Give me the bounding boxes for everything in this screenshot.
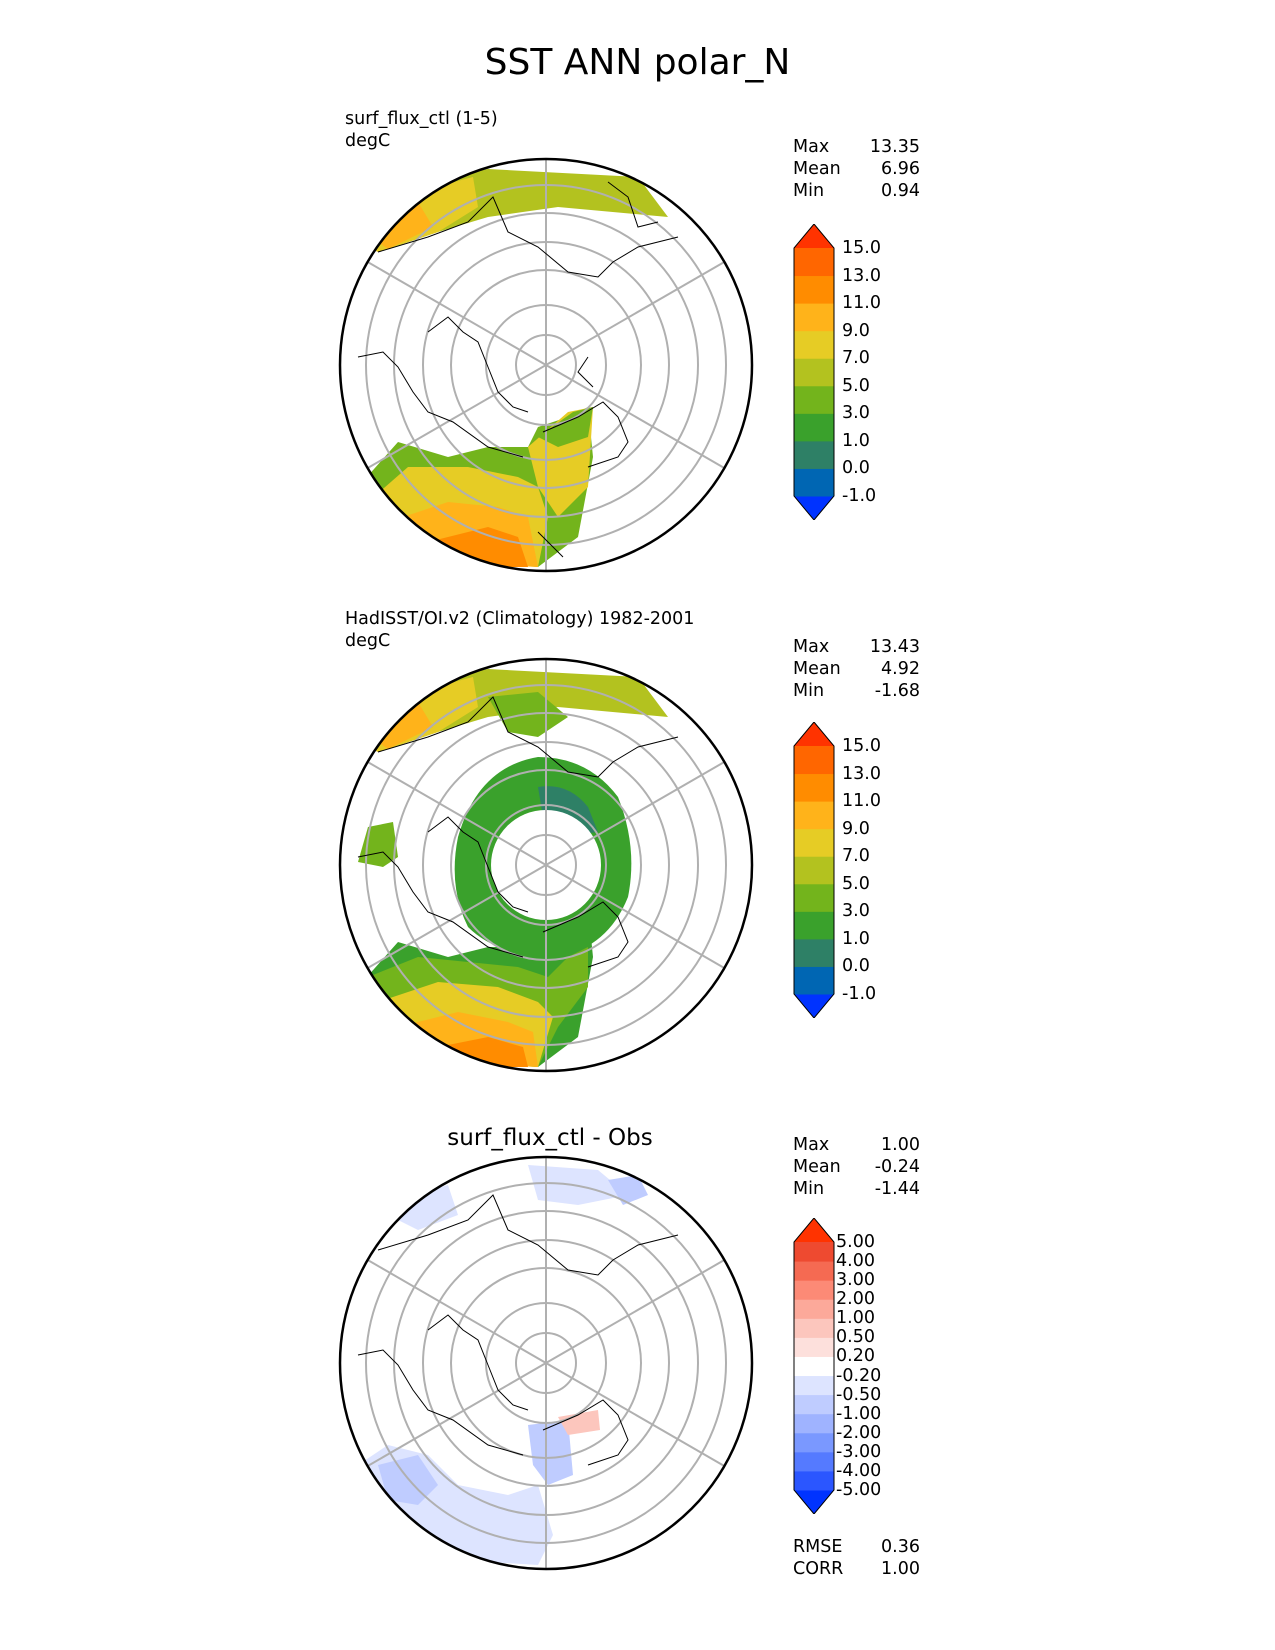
panel3-footer-stats: RMSE 0.36 CORR 1.00 xyxy=(793,1537,920,1579)
panel3-colorbar-tick-label: 1.00 xyxy=(836,1308,875,1329)
panel1-colorbar-tick-label: -1.0 xyxy=(842,486,877,506)
panel1-polar-map xyxy=(338,157,754,573)
panel3-colorbar-tick-label: -5.00 xyxy=(836,1480,882,1500)
panel3-colorbar-tick-label: 2.00 xyxy=(836,1289,875,1310)
colorbar-segment xyxy=(794,1356,834,1377)
panel3-title: surf_flux_ctl - Obs xyxy=(447,1125,653,1151)
panel2-colorbar-tick-label: 9.0 xyxy=(842,818,870,839)
colorbar-segment xyxy=(794,966,834,995)
panel1-colorbar xyxy=(793,224,835,520)
colorbar-segment xyxy=(794,801,834,830)
panel2-polar-map xyxy=(338,657,754,1073)
panel1-stats: Max 13.35 Mean 6.96 Min 0.94 xyxy=(793,137,920,201)
colorbar-segment xyxy=(794,1432,834,1453)
panel2-obs-label: HadISST/OI.v2 (Climatology) 1982-2001 xyxy=(345,609,695,629)
panel1-units-label: degC xyxy=(345,131,391,151)
colorbar-segment xyxy=(794,1261,834,1281)
panel3-colorbar-tick-label: -2.00 xyxy=(836,1422,882,1443)
panel3-colorbar-tick-label: -1.00 xyxy=(836,1403,882,1424)
colorbar-segment xyxy=(794,1280,834,1300)
colorbar-segment xyxy=(794,1337,834,1357)
panel3-colorbar-tick-label: 0.20 xyxy=(836,1346,875,1367)
colorbar-outline xyxy=(793,224,835,520)
colorbar-segment xyxy=(794,1451,834,1472)
colorbar-segment xyxy=(794,413,834,442)
colorbar-segment xyxy=(794,911,834,940)
panel2-colorbar-tick-label: 1.0 xyxy=(842,928,870,949)
colorbar-segment xyxy=(794,358,834,387)
panel3-polar-map xyxy=(338,1155,754,1571)
colorbar-extend-low xyxy=(794,496,834,520)
panel2-colorbar-tick-label: 13.0 xyxy=(842,763,881,784)
colorbar-segment xyxy=(794,1318,834,1338)
colorbar-segment xyxy=(794,938,834,967)
panel3-colorbar-tick-label: 5.00 xyxy=(836,1232,875,1252)
panel1-colorbar-tick-label: 11.0 xyxy=(842,293,881,314)
colorbar-extend-high xyxy=(794,1218,834,1242)
colorbar-segment xyxy=(794,1413,834,1434)
panel3-colorbar xyxy=(793,1218,835,1514)
colorbar-segment xyxy=(794,1242,834,1262)
panel3-colorbar-tick-label: -3.00 xyxy=(836,1441,882,1462)
panel2-colorbar-tick-label: -1.0 xyxy=(842,984,877,1004)
panel1-colorbar-tick-label: 7.0 xyxy=(842,348,870,369)
colorbar-extend-low xyxy=(794,1490,834,1514)
colorbar-segment xyxy=(794,1394,834,1415)
panel1-colorbar-tick-label: 1.0 xyxy=(842,430,870,451)
panel1-colorbar-tick-label: 13.0 xyxy=(842,265,881,286)
panel2-stats: Max 13.43 Mean 4.92 Min -1.68 xyxy=(793,637,920,701)
figure-title: SST ANN polar_N xyxy=(484,42,791,83)
panel3-colorbar-tick-label: -0.50 xyxy=(836,1384,882,1405)
panel2-units-label: degC xyxy=(345,631,391,651)
colorbar-outline xyxy=(793,1218,835,1514)
panel2-colorbar-tick-label: 3.0 xyxy=(842,901,870,922)
colorbar-segment xyxy=(794,746,834,775)
panel2-colorbar-tick-label: 15.0 xyxy=(842,736,881,756)
panel3-colorbar-tick-label: 4.00 xyxy=(836,1251,875,1272)
panel1-colorbar-tick-label: 5.0 xyxy=(842,375,870,396)
colorbar-segment xyxy=(794,385,834,414)
panel2-colorbar xyxy=(793,722,835,1018)
colorbar-outline xyxy=(793,722,835,1018)
colorbar-extend-high xyxy=(794,722,834,746)
colorbar-segment xyxy=(794,773,834,802)
panel2-colorbar-tick-label: 7.0 xyxy=(842,846,870,867)
panel3-colorbar-tick-label: -4.00 xyxy=(836,1460,882,1481)
panel1-colorbar-tick-label: 15.0 xyxy=(842,238,881,258)
colorbar-segment xyxy=(794,1470,834,1491)
panel3-colorbar-tick-label: 0.50 xyxy=(836,1327,875,1348)
panel2-colorbar-tick-label: 5.0 xyxy=(842,873,870,894)
colorbar-segment xyxy=(794,303,834,332)
colorbar-segment xyxy=(794,1299,834,1319)
colorbar-segment xyxy=(794,468,834,497)
colorbar-segment xyxy=(794,248,834,277)
colorbar-segment xyxy=(794,883,834,912)
panel3-stats: Max 1.00 Mean -0.24 Min -1.44 xyxy=(793,1135,920,1199)
panel1-model-label: surf_flux_ctl (1-5) xyxy=(345,109,498,129)
colorbar-segment xyxy=(794,1375,834,1396)
colorbar-segment xyxy=(794,828,834,857)
colorbar-extend-high xyxy=(794,224,834,248)
colorbar-extend-low xyxy=(794,994,834,1018)
panel2-colorbar-tick-label: 11.0 xyxy=(842,791,881,812)
panel3-colorbar-tick-label: 3.00 xyxy=(836,1270,875,1291)
panel3-colorbar-tick-label: -0.20 xyxy=(836,1365,882,1386)
panel2-colorbar-tick-label: 0.0 xyxy=(842,956,870,977)
panel1-colorbar-tick-label: 9.0 xyxy=(842,320,870,341)
panel1-labels: surf_flux_ctl (1-5) degC xyxy=(345,108,498,152)
colorbar-segment xyxy=(794,856,834,885)
panel1-colorbar-tick-label: 3.0 xyxy=(842,403,870,424)
colorbar-segment xyxy=(794,275,834,304)
panel2-labels: HadISST/OI.v2 (Climatology) 1982-2001 de… xyxy=(345,608,694,652)
colorbar-segment xyxy=(794,330,834,359)
panel1-colorbar-tick-label: 0.0 xyxy=(842,458,870,479)
colorbar-segment xyxy=(794,440,834,469)
